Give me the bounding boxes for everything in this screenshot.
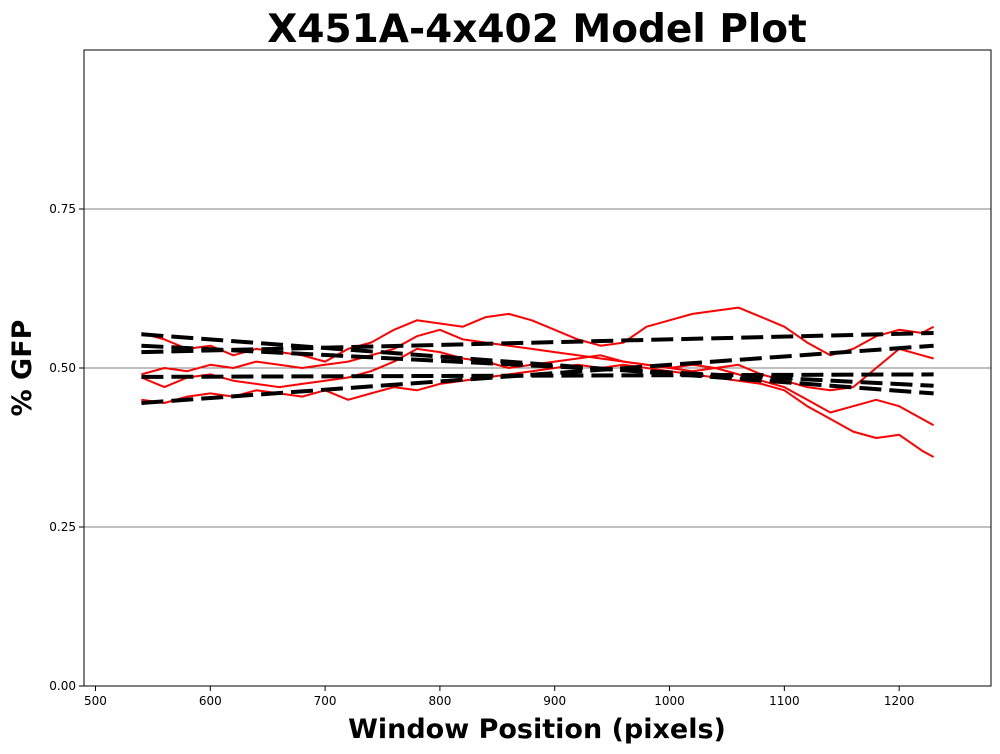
model-series-line-6 — [141, 331, 934, 355]
chart-title: X451A-4x402 Model Plot — [267, 7, 806, 52]
x-tick-label-0: 500 — [84, 694, 107, 708]
x-tick-label-1: 600 — [199, 694, 222, 708]
model-series-line-8 — [141, 343, 934, 405]
y-axis-label: % GFP — [7, 320, 38, 417]
model-lines — [141, 331, 934, 405]
y-tick-label-2: 0.50 — [49, 361, 76, 375]
x-tick-label-6: 1100 — [769, 694, 800, 708]
model-series-line-5 — [141, 343, 934, 388]
data-series-line-1 — [141, 328, 934, 392]
x-tick-label-4: 900 — [543, 694, 566, 708]
x-tick-label-2: 700 — [314, 694, 337, 708]
x-tick-label-7: 1200 — [884, 694, 915, 708]
x-tick-label-5: 1000 — [654, 694, 685, 708]
x-axis-ticks: 500 600 700 800 900 1000 1100 1200 — [84, 686, 914, 708]
y-axis-ticks: 0.00 0.25 0.50 0.75 — [49, 202, 84, 693]
y-tick-label-0: 0.00 — [49, 679, 76, 693]
x-tick-label-3: 800 — [428, 694, 451, 708]
y-tick-label-1: 0.25 — [49, 520, 76, 534]
x-axis-label: Window Position (pixels) — [348, 714, 726, 745]
y-tick-label-3: 0.75 — [49, 202, 76, 216]
